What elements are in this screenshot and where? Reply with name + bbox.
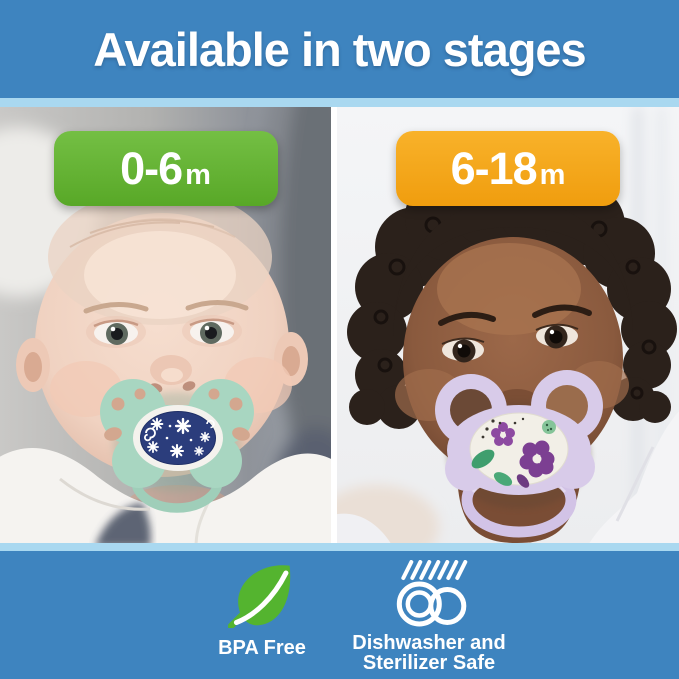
age-unit: m (539, 159, 566, 191)
photo-panel-6-18m: 6-18 m (337, 107, 679, 543)
pacifier-lavender (435, 370, 603, 538)
sea-pattern (144, 417, 215, 459)
pacifier-teal (100, 379, 254, 513)
top-divider-strip (0, 98, 679, 107)
photo-divider (331, 107, 337, 543)
feature-bpa-free: BPA Free (218, 551, 306, 658)
age-badge-6-18m: 6-18 m (396, 131, 620, 206)
age-badge-0-6m: 0-6 m (53, 131, 278, 206)
baby-shirt-right (337, 411, 679, 543)
feature-dishwasher-safe: Dishwasher and Sterilizer Safe (352, 551, 506, 674)
header-banner: Available in two stages (0, 0, 679, 98)
age-range: 6-18 (450, 143, 538, 194)
baby-photo-6-18m (337, 107, 679, 543)
flower-pattern (471, 417, 556, 488)
photo-row: 0-6 m (0, 107, 679, 543)
feature-label: BPA Free (218, 637, 306, 659)
page-title: Available in two stages (93, 22, 586, 76)
bottom-divider-strip (0, 543, 679, 551)
age-range: 0-6 (120, 143, 183, 194)
age-unit: m (185, 159, 211, 191)
footer-banner: BPA Free Dishwasher and Ste (0, 551, 679, 679)
dishwasher-icon (381, 560, 477, 627)
feature-label: Dishwasher and Sterilizer Safe (352, 632, 506, 674)
photo-panel-0-6m: 0-6 m (0, 107, 331, 543)
leaf-icon (228, 562, 296, 628)
